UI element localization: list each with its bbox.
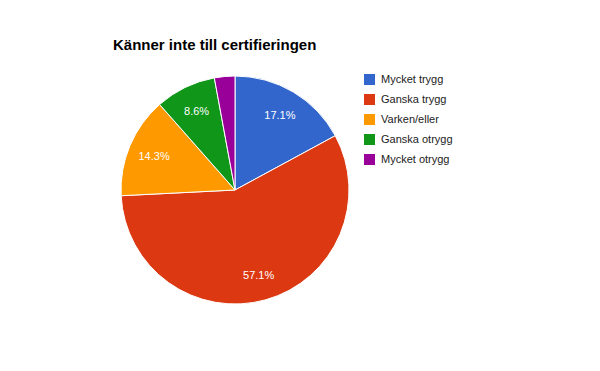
html-text:Ganska trygg: Ganska trygg	[381, 93, 447, 105]
svg-text:57.1%: 57.1%	[243, 269, 274, 281]
html-text:Känner inte till certifieringe: Känner inte till certifieringen	[113, 36, 317, 53]
html-text:Mycket otrygg: Mycket otrygg	[381, 153, 450, 165]
svg-text:8.6%: 8.6%	[184, 105, 209, 117]
html-text:Mycket trygg: Mycket trygg	[381, 73, 444, 85]
html-text:Ganska otrygg: Ganska otrygg	[381, 133, 453, 145]
svg-text:17.1%: 17.1%	[264, 109, 295, 121]
html-text:Varken/eller: Varken/eller	[381, 113, 439, 125]
svg-text:14.3%: 14.3%	[139, 150, 170, 162]
